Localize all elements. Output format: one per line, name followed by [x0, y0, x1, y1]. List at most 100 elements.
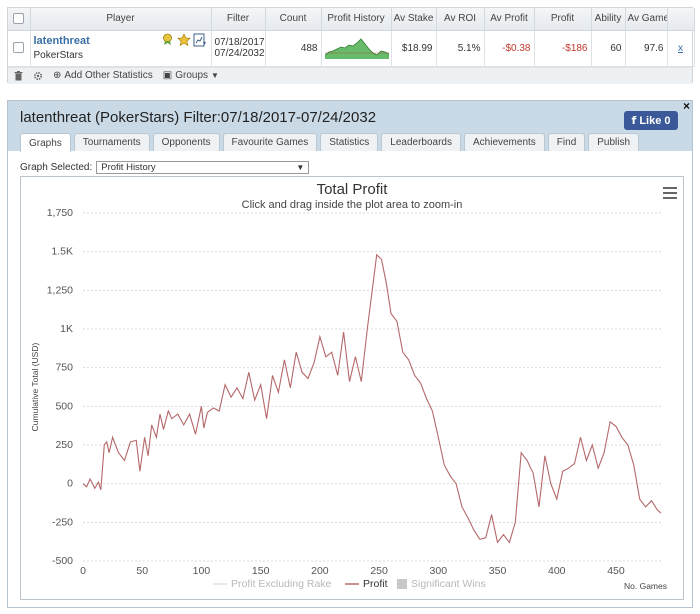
chart-container[interactable]: Total Profit Click and drag inside the p…: [20, 176, 684, 600]
x-tick-label: 50: [136, 565, 148, 577]
filter-to: 07/24/2032: [214, 48, 265, 59]
y-tick-label: 1,250: [47, 284, 73, 296]
count-cell: 488: [265, 30, 322, 67]
legend-item[interactable]: Profit Excluding Rake: [231, 578, 332, 590]
medal-icon[interactable]: [161, 33, 175, 47]
x-tick-label: 400: [548, 565, 566, 577]
groups-dropdown[interactable]: ▣ Groups ▼: [163, 70, 219, 81]
delete-button[interactable]: [14, 70, 23, 81]
col-count[interactable]: Count: [265, 8, 322, 31]
table-header-row: Player Filter Count Profit History Av St…: [8, 8, 695, 31]
y-tick-label: 250: [55, 439, 73, 451]
col-av-profit[interactable]: Av Profit: [484, 8, 535, 31]
chart-svg[interactable]: -500 -250 0 250 500 750 1K 1,250 1.5K 1,750 0 50 100…: [21, 177, 683, 599]
filter-from: 07/18/2017: [214, 37, 265, 48]
player-panel: latenthreat (PokerStars) Filter:07/18/20…: [7, 99, 693, 608]
col-profit-history[interactable]: Profit History: [321, 8, 392, 31]
close-icon[interactable]: ×: [682, 99, 690, 113]
tab-leaderboards[interactable]: Leaderboards: [381, 133, 461, 151]
col-remove: [667, 8, 695, 31]
row-checkbox[interactable]: [13, 42, 25, 54]
col-player[interactable]: Player: [30, 8, 212, 31]
x-tick-label: 100: [193, 565, 211, 577]
profit-cell: -$186: [534, 30, 592, 67]
tab-statistics[interactable]: Statistics: [320, 133, 379, 151]
y-tick-label: -250: [52, 516, 73, 528]
settings-button[interactable]: [33, 71, 43, 81]
table-row: latenthreat PokerStars 07/18/2017 07/24: [8, 30, 695, 67]
groups-icon: ▣: [162, 70, 173, 81]
y-tick-label: 0: [67, 478, 73, 490]
results-grid: Player Filter Count Profit History Av St…: [8, 8, 695, 67]
legend-swatch-significant-wins: [397, 579, 407, 589]
tab-graphs[interactable]: Graphs: [20, 133, 71, 152]
groups-label: Groups: [175, 70, 209, 81]
legend-item[interactable]: Significant Wins: [411, 578, 486, 590]
trash-icon: [14, 70, 23, 80]
facebook-like-button[interactable]: f Like 0: [624, 111, 678, 130]
star-icon[interactable]: [176, 32, 191, 47]
add-stats-icon: ⊕: [53, 70, 62, 81]
y-tick-label: 1.5K: [51, 246, 73, 258]
col-profit[interactable]: Profit: [534, 8, 592, 31]
x-tick-label: 300: [430, 565, 448, 577]
col-ability[interactable]: Ability: [591, 8, 626, 31]
y-axis-label: Cumulative Total (USD): [30, 343, 40, 432]
add-stats-label: Add Other Statistics: [64, 70, 153, 81]
x-tick-label: 350: [489, 565, 507, 577]
gear-icon: [33, 71, 43, 80]
select-all-header[interactable]: [8, 8, 31, 31]
x-tick-label: 200: [311, 565, 329, 577]
av-stake-cell: $18.99: [391, 30, 437, 67]
chart-menu-icon[interactable]: [663, 187, 677, 202]
x-tick-label: 0: [80, 565, 86, 577]
chart-icon[interactable]: [193, 33, 207, 47]
x-tick-label: 150: [252, 565, 270, 577]
select-all-checkbox[interactable]: [13, 13, 25, 25]
tab-publish[interactable]: Publish: [588, 133, 640, 151]
y-tick-label: 500: [55, 400, 73, 412]
y-tick-label: 1K: [60, 323, 73, 335]
y-tick-label: 1,750: [47, 207, 73, 219]
y-tick-label: -500: [52, 555, 73, 567]
ability-cell: 60: [591, 30, 626, 67]
player-site: PokerStars: [33, 50, 83, 61]
chevron-down-icon: ▼: [296, 163, 305, 172]
legend-item[interactable]: Profit: [363, 578, 388, 590]
av-roi-cell: 5.1%: [436, 30, 485, 67]
col-filter[interactable]: Filter: [211, 8, 266, 31]
tab-tournaments[interactable]: Tournaments: [73, 133, 150, 151]
player-name-link[interactable]: latenthreat: [33, 35, 90, 47]
graph-select-dropdown[interactable]: Profit History ▼: [96, 161, 310, 174]
like-label: Like: [639, 114, 662, 127]
chart-title: Total Profit: [316, 181, 388, 198]
col-av-game[interactable]: Av Game: [625, 8, 668, 31]
add-other-statistics-button[interactable]: ⊕ Add Other Statistics: [53, 70, 153, 81]
av-profit-cell: -$0.38: [484, 30, 535, 67]
graph-select-value: Profit History: [101, 162, 156, 173]
tab-find[interactable]: Find: [547, 133, 586, 151]
results-table: Player Filter Count Profit History Av St…: [7, 7, 695, 84]
x-tick-label: 250: [370, 565, 388, 577]
remove-row-link[interactable]: x: [667, 30, 695, 67]
chevron-down-icon: ▼: [211, 71, 219, 80]
av-game-cell: 97.6: [625, 30, 668, 67]
col-av-stake[interactable]: Av Stake: [391, 8, 437, 31]
table-toolbar: ⊕ Add Other Statistics ▣ Groups ▼: [8, 66, 692, 84]
series-line-profit: [82, 253, 662, 544]
profit-history-sparkline[interactable]: [321, 30, 392, 67]
graph-selected-label: Graph Selected:: [20, 162, 93, 173]
tab-opponents[interactable]: Opponents: [152, 133, 220, 151]
x-tick-label: 450: [607, 565, 625, 577]
tab-favourite-games[interactable]: Favourite Games: [222, 133, 318, 151]
graph-select-row: Graph Selected: Profit History ▼: [20, 161, 310, 174]
x-axis-label: No. Games: [624, 581, 667, 591]
facebook-icon: f: [631, 114, 637, 127]
chart-subtitle: Click and drag inside the plot area to z…: [241, 199, 463, 211]
like-count: 0: [664, 114, 671, 127]
tab-achievements[interactable]: Achievements: [463, 133, 545, 151]
tab-bar: Graphs Tournaments Opponents Favourite G…: [20, 133, 640, 152]
panel-header: latenthreat (PokerStars) Filter:07/18/20…: [8, 99, 692, 152]
col-av-roi[interactable]: Av ROI: [436, 8, 485, 31]
y-tick-label: 750: [55, 362, 73, 374]
